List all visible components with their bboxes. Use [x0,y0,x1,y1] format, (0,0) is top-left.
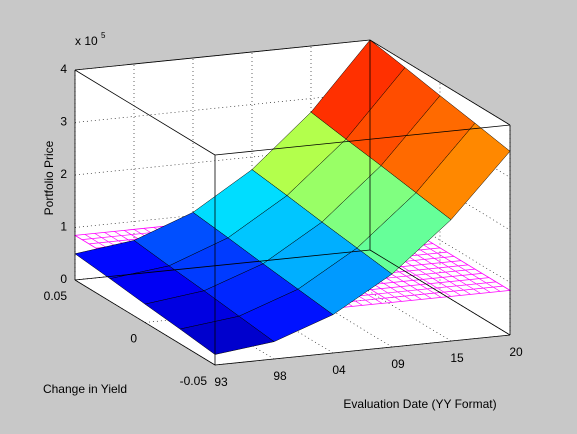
x-axis-label: Evaluation Date (YY Format) [343,397,496,411]
x-tick-label: 20 [509,345,523,359]
box-edge [74,39,371,71]
y-axis-label: Change in Yield [43,382,127,396]
x-tick-label: 15 [450,351,464,365]
box-edge [74,69,216,156]
x-tick-label: 93 [214,375,228,389]
z-tick-label: 2 [60,167,67,181]
y-tick-label: 0.05 [44,289,68,303]
y-tick-label: -0.05 [180,374,208,388]
z-tick-label: 4 [60,62,67,76]
z-tick-label: 1 [60,220,67,234]
grid-line [74,92,371,123]
box-edge [74,279,216,366]
z-exponent: 5 [101,31,106,40]
x-tick-label: 04 [332,363,346,377]
box-edge [74,249,371,281]
x-tick-label: 98 [273,369,287,383]
x-tick-label: 09 [391,357,405,371]
box-edge [214,334,511,366]
grid-line [369,144,511,231]
z-axis-label: Portfolio Price [42,140,56,215]
box-edge [369,39,511,126]
z-tick-label: 3 [60,115,67,129]
grid-line [74,144,371,176]
box-edge [369,249,511,336]
surface-patch [179,315,275,355]
z-exponent-label: x 10 [75,34,98,48]
z-tick-label: 0 [60,272,67,286]
grid-line [369,197,511,283]
box-edge [214,124,511,156]
y-tick-label: 0 [130,332,137,346]
